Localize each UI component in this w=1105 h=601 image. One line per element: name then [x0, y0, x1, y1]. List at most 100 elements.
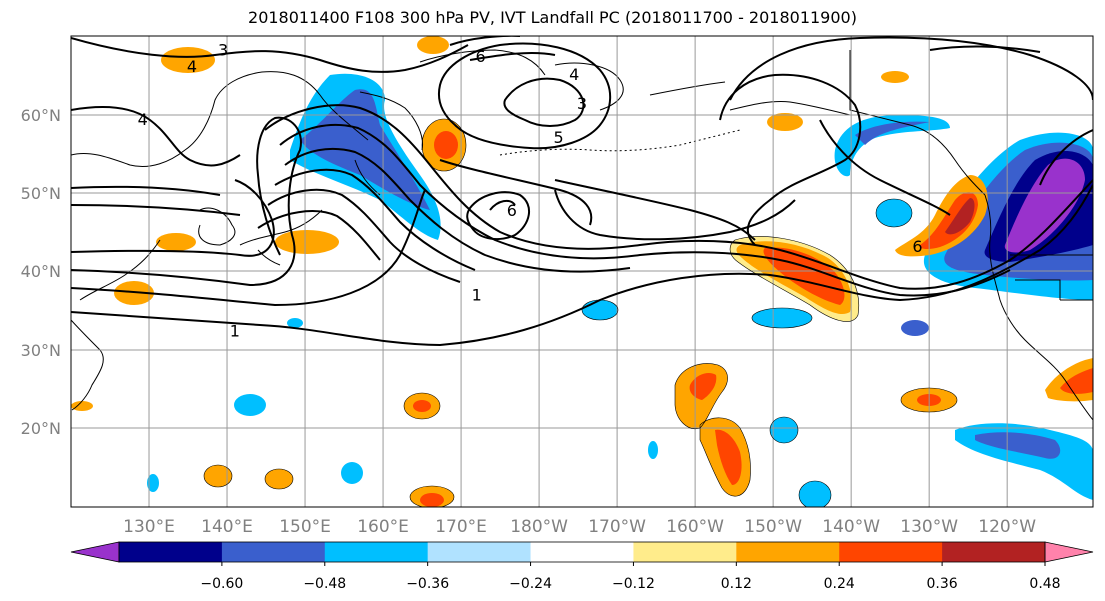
pv-contour-7	[264, 104, 1093, 290]
colorbar-tick-label: −0.36	[406, 576, 449, 592]
coastline-aleutians	[499, 129, 741, 156]
colorbar-tick-label: 0.12	[721, 576, 752, 592]
pv-contour-22	[466, 191, 530, 241]
colorbar-segment	[324, 542, 429, 562]
contour-label: 4	[569, 65, 579, 84]
colorbar-tick-label: −0.60	[200, 576, 243, 592]
pv-contours	[71, 36, 1093, 347]
colorbar-tick-label: −0.12	[612, 576, 655, 592]
neg-blob-8	[901, 320, 929, 336]
pv-contour-5	[71, 204, 241, 216]
pos-blob-8	[71, 401, 93, 411]
neg-anomaly-japan-sea-core	[300, 89, 430, 210]
outline-pos-blob-3	[203, 464, 233, 488]
outline-pos-blob-5	[900, 387, 958, 413]
outline-pos-blob-1	[403, 392, 441, 420]
coastline-alaska	[849, 50, 986, 196]
neg-anomaly-nw-coast-max	[1004, 158, 1085, 253]
pos-blob-6	[767, 113, 803, 131]
latitude-label: 50°N	[21, 184, 61, 203]
coastlines	[71, 49, 1093, 421]
pv-contour-18	[439, 159, 593, 226]
pos-blob-7	[881, 71, 909, 83]
coastline-bering	[419, 49, 851, 116]
pos-anomaly-baja-core	[1060, 368, 1093, 394]
pos-blob-korea	[156, 233, 196, 251]
neg-blob-5	[799, 481, 831, 507]
state-borders	[1010, 254, 1093, 301]
neg-blob-11	[648, 441, 658, 459]
longitude-label: 140°E	[201, 517, 253, 537]
pos-blob-1-core	[413, 400, 431, 412]
colorbar-frame	[118, 541, 1046, 563]
pv-contour-8	[279, 123, 1011, 297]
pos-blob-nw-top	[417, 36, 449, 54]
pv-contour-9	[284, 147, 631, 273]
longitude-label: 160°W	[666, 517, 724, 537]
neg-blob-7	[876, 199, 912, 227]
pv-contour-3	[71, 116, 302, 287]
colorbar-segment	[633, 542, 737, 562]
pv-contour-21	[489, 199, 516, 211]
contour-label: 3	[218, 40, 228, 59]
contour-label: 4	[138, 110, 148, 129]
pv-contour-28	[1039, 129, 1093, 186]
pos-blob-okhotsk	[161, 47, 215, 73]
pos-blob-kamchatka-core	[434, 131, 458, 159]
pv-contour-23	[719, 73, 862, 246]
pv-contour-6	[71, 185, 221, 196]
pv-contour-13	[71, 37, 469, 73]
latitude-label: 30°N	[21, 341, 61, 360]
outline-neg-blob-5	[798, 480, 832, 507]
contour-label: 6	[507, 201, 517, 220]
pos-blob-3	[204, 465, 232, 487]
colorbar-segment	[221, 542, 326, 562]
coastline-asia	[71, 71, 369, 411]
pv-contour-12	[257, 210, 381, 261]
outline-neg-blob-2	[581, 299, 619, 321]
outline-hawaii-north	[674, 363, 728, 430]
outline-neg-blob-4	[769, 416, 799, 444]
outline-kamchatka	[421, 118, 467, 172]
coastline-kamchatka	[354, 91, 424, 196]
colorbar-extend-low	[70, 541, 120, 563]
colorbar-segment	[736, 542, 840, 562]
contour-label: 1	[472, 286, 482, 305]
colorbar: −0.60 −0.48 −0.36 −0.24 −0.12 0.12 0.24 0.36 0.4…	[70, 541, 1094, 592]
pv-contour-14	[71, 106, 241, 167]
pv-contour-26	[929, 45, 1041, 53]
pv-contour-11	[267, 188, 461, 283]
pos-anomaly-central-pacific-core	[763, 247, 845, 305]
longitude-label: 150°E	[279, 517, 331, 537]
longitude-labels: 130°E 140°E 150°E 160°E 170°E 180°W 170°W 160°W…	[123, 517, 1036, 537]
contour-label: 5	[554, 128, 564, 147]
outline-neg-blob-1	[751, 307, 813, 329]
pv-contour-24	[729, 36, 1093, 101]
pv-contour-25	[819, 119, 951, 216]
longitude-label: 170°W	[588, 517, 646, 537]
neg-blob-3	[234, 394, 266, 416]
colorbar-segment	[427, 542, 532, 562]
neg-blob-4	[770, 417, 798, 443]
neg-blob-6	[341, 462, 363, 484]
outline-pos-blob-4	[264, 468, 294, 490]
latitude-labels: 60°N 50°N 40°N 30°N 20°N	[21, 106, 61, 438]
contour-label: 4	[187, 57, 197, 76]
latitude-label: 40°N	[21, 262, 61, 281]
coastline-japan	[239, 209, 323, 266]
contour-label: 1	[230, 321, 240, 340]
colorbar-segment	[839, 542, 943, 562]
neg-anomaly-subtropical-core	[975, 432, 1061, 459]
pv-contour-10	[274, 168, 476, 271]
outline-central-pacific	[729, 236, 860, 322]
outline-pos-blob-2	[409, 485, 455, 507]
longitude-label: 160°E	[357, 517, 409, 537]
pos-blob-4	[265, 469, 293, 489]
pv-contour-16	[469, 51, 556, 61]
colorbar-extend-high	[1044, 541, 1094, 563]
pv-contour-17	[503, 77, 585, 127]
contour-label: 6	[912, 237, 922, 256]
pv-contour-4	[71, 179, 275, 257]
longitude-label: 120°W	[978, 517, 1036, 537]
